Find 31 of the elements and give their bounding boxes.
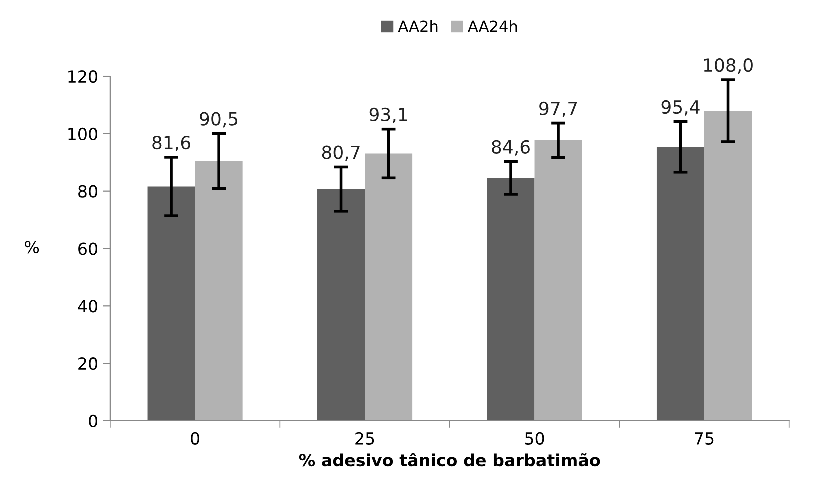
y-tick-label: 120 — [68, 70, 98, 84]
y-tick-label: 20 — [78, 358, 98, 370]
data-label: 93,1 — [370, 108, 408, 124]
data-label: 95,4 — [662, 100, 700, 116]
bar — [534, 140, 582, 421]
y-tick-label: 100 — [68, 128, 98, 141]
y-tick-label: 80 — [78, 185, 98, 198]
bar — [487, 178, 535, 421]
x-tick-label: 75 — [695, 432, 714, 445]
x-tick-label: 25 — [356, 432, 374, 445]
y-tick-label: 0 — [89, 414, 98, 428]
bar — [195, 161, 243, 421]
x-axis-title: % adesivo tânico de barbatimão — [299, 453, 600, 467]
bar — [318, 189, 366, 421]
y-tick-label: 40 — [78, 300, 98, 313]
bar — [704, 110, 752, 421]
data-label: 108,0 — [704, 58, 753, 74]
y-tick-label: 60 — [78, 242, 98, 256]
bar — [656, 147, 704, 421]
bar — [365, 154, 413, 421]
x-tick-label: 0 — [191, 432, 200, 445]
legend-label: AA2h — [398, 20, 438, 32]
y-axis-title: % — [25, 240, 40, 254]
data-label: 81,6 — [152, 136, 190, 152]
data-label: 80,7 — [322, 146, 360, 162]
data-label: 84,6 — [492, 140, 530, 156]
data-label: 90,5 — [200, 112, 238, 128]
legend-label: AA24h — [468, 20, 518, 32]
x-tick-label: 50 — [525, 432, 544, 445]
bar — [148, 186, 196, 421]
data-label: 97,7 — [540, 102, 578, 118]
